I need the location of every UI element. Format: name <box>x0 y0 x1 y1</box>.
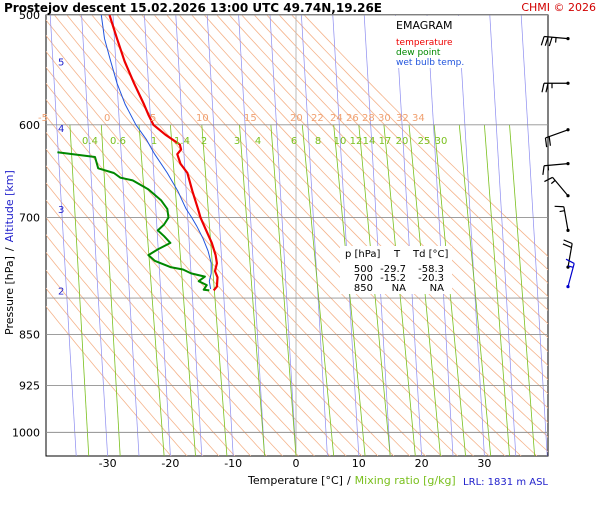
mixing-ratio-label: 17 <box>379 136 392 147</box>
mixing-ratio-label: 4 <box>255 136 261 147</box>
adiabat-label: 15 <box>244 113 257 124</box>
adiabat-label: 26 <box>346 113 359 124</box>
lrl-label: LRL: 1831 m ASL <box>463 477 548 488</box>
pressure-tick-label: 1000 <box>12 426 40 439</box>
wind-barb-station <box>566 128 569 131</box>
plot-frame <box>46 15 548 456</box>
mixing-ratio-label: 10 <box>334 136 347 147</box>
wind-barb-station <box>566 194 569 197</box>
temperature-tick-label: -30 <box>99 457 117 470</box>
wind-barb-staff <box>553 177 568 195</box>
temperature-tick-label: -20 <box>161 457 179 470</box>
chart-title: Prostejov descent 15.02.2026 13:00 UTC 4… <box>4 1 382 15</box>
pressure-tick-label: 925 <box>19 379 40 392</box>
mixing-ratio-label: 12 <box>350 136 363 147</box>
wind-barb-station <box>566 285 569 288</box>
temperature-tick-label: 10 <box>352 457 366 470</box>
temperature-tick-label: -10 <box>224 457 242 470</box>
table-header-t: T <box>393 249 401 260</box>
wind-barb-feather <box>566 259 574 263</box>
x-axis-separator: / <box>347 474 351 487</box>
mixing-ratio-label: 14 <box>363 136 376 147</box>
adiabat-label: 30 <box>378 113 391 124</box>
legend: EMAGRAM temperature dew point wet bulb t… <box>392 16 472 68</box>
mixing-ratio-label: 20 <box>396 136 409 147</box>
mixing-ratio-label: 0.4 <box>82 136 98 147</box>
wind-barb <box>566 259 574 288</box>
temperature-tick-label: 30 <box>477 457 491 470</box>
temperature-tick-label: 0 <box>293 457 300 470</box>
mixing-ratio-label: 2 <box>201 136 207 147</box>
adiabat-label: 5 <box>150 113 156 124</box>
pressure-tick-label: 600 <box>19 119 40 132</box>
wind-barb-station <box>566 37 569 40</box>
copyright: CHMI © 2026 <box>521 1 596 14</box>
wind-barb-half-feather <box>560 211 565 212</box>
x-axis-temperature-label: Temperature [°C] <box>247 474 343 487</box>
adiabat-label: 20 <box>290 113 303 124</box>
mixing-ratio-label: 25 <box>418 136 431 147</box>
y-axis-title: Pressure [hPa] / Altitude [km] <box>3 170 16 335</box>
pressure-tick-label: 700 <box>19 212 40 225</box>
adiabat-label: 32 <box>396 113 409 124</box>
mixing-ratio-label: 1 <box>151 136 157 147</box>
legend-temperature: temperature <box>396 38 453 48</box>
y-axis-pressure-label: Pressure [hPa] <box>3 256 16 335</box>
adiabat-label: 0 <box>104 113 110 124</box>
legend-title: EMAGRAM <box>396 19 453 32</box>
adiabat-label: 22 <box>311 113 324 124</box>
pressure-tick-label: 850 <box>19 329 40 342</box>
mixing-ratio-label: 1.4 <box>174 136 190 147</box>
summary-table: p [hPa] T Td [°C] 500 -29.7 -58.3 700 -1… <box>340 246 452 294</box>
adiabat-label: 10 <box>196 113 209 124</box>
wind-barb-feather <box>564 240 573 244</box>
legend-dew-point: dew point <box>396 48 441 58</box>
y-axis-separator: / <box>3 247 16 251</box>
mixing-ratio-label: 8 <box>315 136 321 147</box>
altitude-tick-label: 4 <box>58 124 64 135</box>
altitude-tick-label: 2 <box>58 286 64 297</box>
legend-wet-bulb: wet bulb temp. <box>396 58 464 68</box>
table-cell: NA <box>430 283 444 294</box>
mixing-ratio-label: 6 <box>291 136 297 147</box>
wind-barb <box>545 128 569 147</box>
wind-barb-station <box>566 82 569 85</box>
x-axis-title: Temperature [°C] / Mixing ratio [g/kg] <box>247 474 456 487</box>
altitude-tick-label: 3 <box>58 205 64 216</box>
wind-barb <box>563 240 572 269</box>
adiabat-label: 24 <box>330 113 343 124</box>
mixing-ratio-label: 30 <box>435 136 448 147</box>
adiabat-label: 34 <box>412 113 425 124</box>
table-header-td: Td [°C] <box>412 249 449 260</box>
wind-barb <box>555 206 570 232</box>
wind-barb-half-feather <box>551 180 555 183</box>
wind-barb-feather <box>549 137 550 146</box>
table-header-p: p [hPa] <box>345 249 380 260</box>
table-cell: NA <box>392 283 406 294</box>
temperature-tick-label: 20 <box>415 457 429 470</box>
wind-barb-station <box>566 162 569 165</box>
wind-barb-feather <box>549 37 552 46</box>
mixing-ratio-label: 0.6 <box>110 136 126 147</box>
altitude-tick-label: 5 <box>58 57 64 68</box>
adiabat-label: 28 <box>362 113 375 124</box>
table-cell: 850 <box>354 283 373 294</box>
x-axis-mixing-label: Mixing ratio [g/kg] <box>355 474 456 487</box>
y-axis-altitude-label: Altitude [km] <box>3 170 16 242</box>
wind-barb-feather <box>563 244 572 248</box>
wind-barb-station <box>566 229 569 232</box>
mixing-ratio-label: 3 <box>234 136 240 147</box>
adiabat-label: -5 <box>38 113 48 124</box>
